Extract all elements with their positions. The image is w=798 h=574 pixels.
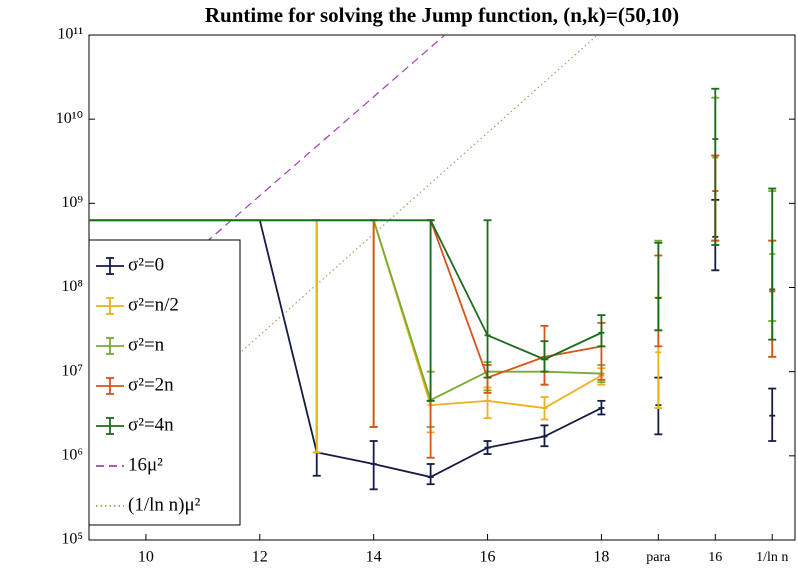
y-tick-label: 10⁷ xyxy=(61,362,83,379)
x-tick-label: 14 xyxy=(366,549,382,566)
x-tick-label: 16 xyxy=(708,550,722,565)
y-tick-label: 10¹¹ xyxy=(57,26,83,43)
legend-box xyxy=(88,239,241,526)
legend-label: σ²=n xyxy=(128,334,165,355)
y-tick-label: 10⁸ xyxy=(61,278,83,295)
legend-label: σ²=2n xyxy=(128,374,174,395)
x-tick-label: 18 xyxy=(593,549,609,566)
y-tick-label: 10⁶ xyxy=(61,447,83,464)
x-tick-label: 10 xyxy=(138,549,154,566)
legend-label: σ²=0 xyxy=(128,254,164,275)
x-tick-label: 16 xyxy=(480,549,496,566)
y-tick-label: 10¹⁰ xyxy=(56,110,83,127)
legend-label: σ²=4n xyxy=(128,414,174,435)
x-tick-label: para xyxy=(646,550,671,565)
legend-label: σ²=n/2 xyxy=(128,294,179,315)
y-tick-label: 10⁹ xyxy=(61,194,83,211)
series-line xyxy=(89,219,602,361)
x-tick-label: 1/ln n xyxy=(756,550,788,565)
legend-label: 16μ² xyxy=(128,454,163,475)
legend-label: (1/ln n)μ² xyxy=(128,494,201,515)
chart-title: Runtime for solving the Jump function, (… xyxy=(205,3,679,27)
x-tick-label: 12 xyxy=(252,549,268,566)
y-tick-label: 10⁵ xyxy=(61,531,83,548)
